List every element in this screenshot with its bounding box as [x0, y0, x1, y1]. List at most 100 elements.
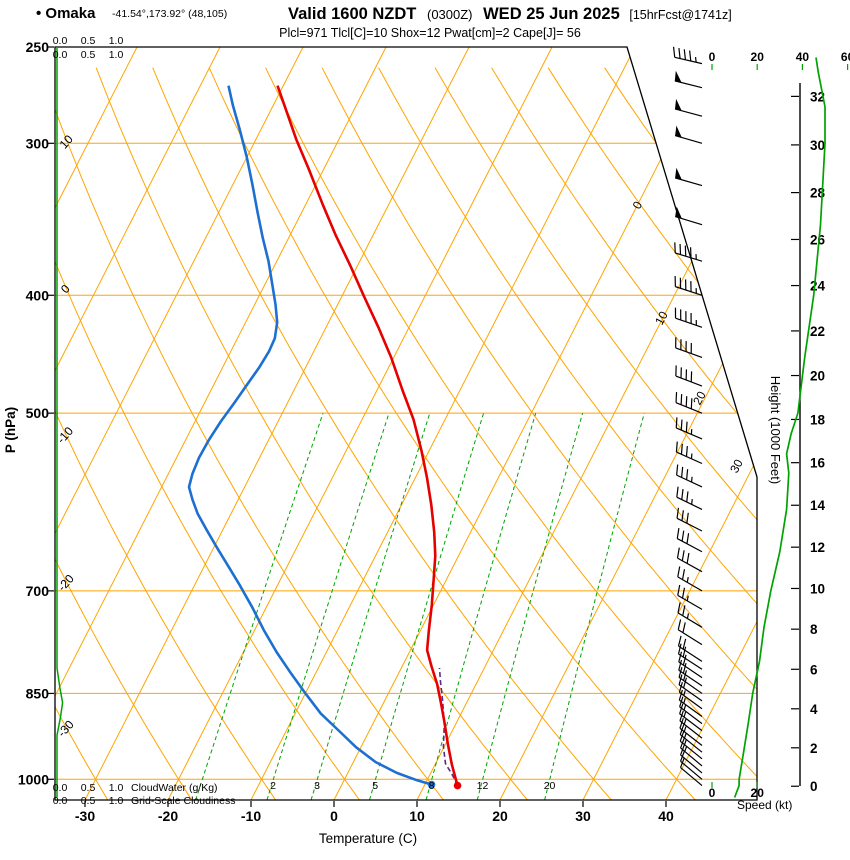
wind-barb-half-feather — [683, 698, 686, 704]
wind-barb-staff — [676, 451, 703, 465]
speed-tick-label-bottom: 20 — [751, 786, 765, 800]
isotherm-line — [499, 47, 757, 800]
dry-adiabat-label: 0 — [58, 282, 73, 297]
mixing-ratio-line — [544, 412, 645, 800]
mixing-ratio-line — [425, 412, 537, 800]
valid-time: Valid 1600 NZDT — [288, 5, 416, 23]
wind-barb-half-feather — [683, 704, 687, 711]
wind-barb-feather — [677, 602, 681, 614]
height-tick-label: 10 — [810, 581, 825, 596]
temperature-tick-label: 10 — [409, 808, 425, 824]
dry-adiabat-line — [55, 67, 360, 800]
wind-barb-feather — [675, 441, 678, 453]
wind-barb-staff — [680, 747, 703, 767]
speed-tick-label-top: 20 — [751, 50, 765, 64]
wind-barb-feather — [682, 654, 687, 666]
isotherm-label: 10 — [652, 309, 671, 328]
wind-barb-feather — [675, 417, 678, 429]
wind-barb-feather — [678, 689, 683, 701]
isotherm-line — [250, 47, 636, 800]
wind-barb-feather — [682, 638, 687, 650]
wind-barb-staff — [677, 594, 703, 610]
wind-barb-staff — [678, 676, 703, 694]
isotherm-line — [582, 47, 757, 800]
surface-dewpoint-dot — [427, 780, 436, 789]
height-tick-label: 18 — [810, 412, 826, 427]
isotherm-line — [84, 47, 470, 800]
wind-barb-feather — [677, 584, 681, 596]
wind-barb-pennant — [675, 206, 682, 219]
wind-barb-feather — [678, 667, 683, 678]
isotherm-line — [55, 47, 221, 800]
wind-barb-half-feather — [683, 726, 687, 732]
wind-barb-feather — [677, 643, 682, 655]
wind-barb-staff — [676, 474, 703, 488]
dry-adiabat-line — [491, 67, 757, 800]
wind-barb-feather — [676, 547, 680, 559]
wind-barb-feather — [685, 396, 688, 407]
cloudiness-scale-bottom: 0.0 — [53, 795, 68, 807]
wind-barb-staff — [675, 347, 703, 359]
cloudwater-label: CloudWater (g/Kg) — [131, 782, 218, 794]
height-tick-label: 12 — [810, 540, 825, 555]
wind-barb-feather — [672, 46, 676, 58]
isotherm-line — [665, 47, 757, 800]
station-coords: -41.54°,173.92° (48,105) — [112, 8, 227, 20]
wind-barb-staff — [679, 713, 703, 732]
pressure-tick-label: 1000 — [18, 771, 49, 787]
wind-barb-staff — [676, 517, 703, 532]
height-tick-label: 32 — [810, 89, 825, 104]
wind-barb-half-feather — [683, 732, 687, 739]
isotherm-line — [333, 47, 719, 800]
wind-barb-staff — [677, 557, 703, 573]
dry-adiabat-line — [152, 67, 612, 800]
wind-barb-staff — [680, 767, 703, 787]
height-tick-label: 4 — [810, 702, 818, 717]
wind-barb-feather — [677, 566, 681, 577]
cloudwater-scale-top: 1.0 — [109, 35, 124, 47]
wind-barb-feather — [681, 466, 684, 478]
wind-barb-staff — [679, 734, 703, 753]
wind-barb-half-feather — [686, 613, 690, 619]
wind-barb-half-feather — [683, 739, 687, 745]
height-tick-label: 22 — [810, 324, 825, 339]
valid-time-line: Valid 1600 NZDT (0300Z) WED 25 Jun 2025 … — [288, 5, 732, 23]
isotherm-line — [55, 47, 387, 800]
cloud-water-profile — [56, 47, 64, 798]
temperature-axis-title: Temperature (C) — [319, 831, 417, 846]
wind-barb-staff — [677, 629, 703, 646]
temperature-tick-label: 20 — [492, 808, 508, 824]
parcel-path — [438, 667, 459, 786]
wind-barb-feather — [689, 50, 692, 62]
wind-barb-feather — [690, 398, 693, 409]
wind-barb-feather — [682, 646, 687, 658]
wind-barb-half-feather — [686, 577, 689, 583]
isotherm-line — [55, 47, 304, 800]
cloudwater-scale-bottom: 0.5 — [81, 782, 96, 794]
height-tick-label: 16 — [810, 456, 826, 471]
wind-barb-feather — [676, 528, 680, 539]
wind-barb-feather — [676, 486, 679, 498]
wind-barb-feather — [682, 677, 688, 689]
wind-barb-feather — [681, 569, 686, 580]
wind-barb-staff — [679, 720, 703, 739]
isotherm-label: 30 — [727, 457, 746, 476]
height-speed-panel: 024681012141618202224262830320204060020 — [709, 50, 850, 800]
speed-tick-label-bottom: 0 — [709, 786, 716, 800]
wind-barb-pennant — [675, 98, 682, 111]
wind-barb-staff — [678, 661, 703, 679]
speed-tick-label-top: 40 — [796, 50, 810, 64]
pressure-tick-label: 300 — [26, 135, 50, 151]
wind-barb-half-feather — [686, 595, 689, 602]
wind-barb-feather — [682, 605, 686, 616]
pressure-tick-label: 500 — [26, 405, 50, 421]
height-tick-label: 26 — [810, 232, 826, 247]
height-tick-label: 24 — [810, 279, 826, 294]
surface-temperature-dot — [453, 781, 462, 790]
wind-barb-feather — [677, 635, 682, 647]
mixing-ratio-line — [369, 412, 485, 800]
wind-barb-feather — [678, 651, 683, 663]
temperature-curve — [276, 85, 459, 786]
dry-adiabat-line — [208, 67, 696, 800]
